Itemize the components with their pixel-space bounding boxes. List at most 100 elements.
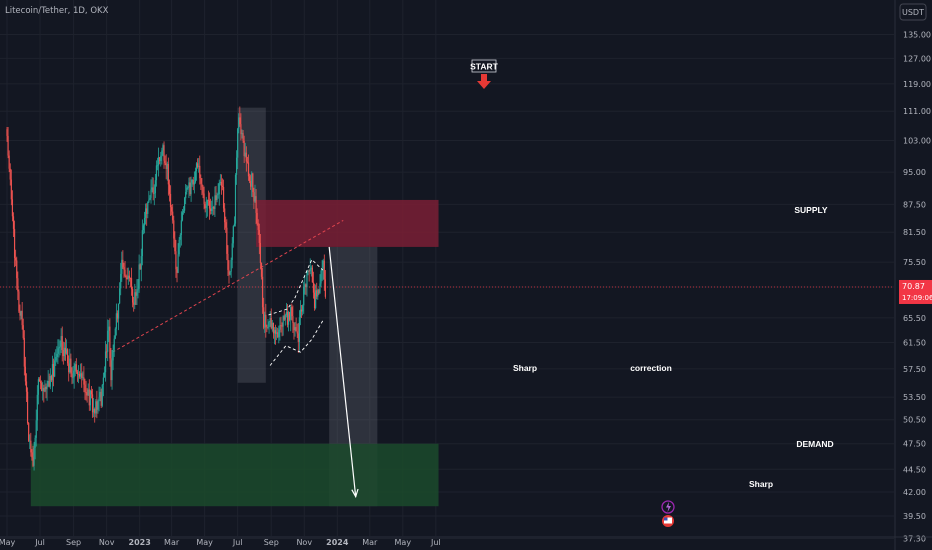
candle-body (217, 194, 219, 196)
current-price-tag: 70.87 17:09:06 (899, 279, 932, 304)
candle-body (226, 227, 228, 254)
candle (130, 267, 133, 296)
candle-body (100, 391, 102, 406)
candle-body (234, 174, 237, 224)
candle-body (78, 374, 81, 377)
candle-body (169, 193, 172, 208)
candle-body (276, 332, 278, 334)
x-tick-label: May (196, 538, 213, 547)
candle (186, 184, 188, 195)
candle-body (322, 260, 324, 269)
candle (217, 183, 219, 199)
candle-body (115, 313, 117, 329)
forecast-arrow-line (328, 246, 357, 497)
candle (164, 155, 166, 166)
time-axis[interactable]: May Jul Sep Nov 2023 Mar May Jul Sep Nov 2024 Mar Ma… (0, 536, 932, 547)
candle-body (320, 270, 322, 284)
candle-body (96, 401, 98, 410)
candle (312, 271, 315, 299)
candle (148, 190, 150, 204)
start-label: START (470, 59, 499, 89)
candle-body (67, 349, 69, 364)
candle (295, 317, 297, 332)
candle (114, 327, 116, 340)
event-marker-bottom[interactable] (662, 515, 674, 527)
candle (203, 186, 205, 210)
candle (213, 205, 215, 215)
candle (302, 304, 304, 316)
candle (19, 304, 21, 321)
currency-button[interactable]: USDT (899, 3, 927, 21)
candle-body (220, 181, 223, 186)
candle-body (49, 376, 51, 387)
candle-body (89, 390, 91, 406)
candle (294, 322, 296, 337)
start-arrow-icon (477, 74, 491, 89)
candle-body (93, 409, 95, 413)
candle-body (153, 193, 155, 194)
candle-body (292, 316, 294, 324)
candle-body (304, 284, 306, 288)
candle-body (41, 382, 43, 391)
candle-body (159, 157, 161, 161)
x-tick-label: Jul (232, 538, 243, 547)
x-tick-label: Sep (66, 538, 81, 547)
candle-body (290, 307, 292, 320)
candle (311, 265, 313, 283)
candle (241, 129, 243, 139)
candle (234, 173, 237, 227)
candle-body (232, 226, 234, 244)
bar-countdown: 17:09:06 (902, 294, 932, 302)
candle (13, 220, 16, 268)
candle-body (42, 387, 44, 391)
candle-body (34, 437, 36, 448)
candle (73, 362, 75, 389)
candle (215, 185, 217, 206)
candle-body (64, 347, 67, 354)
event-marker-top[interactable] (661, 500, 675, 514)
candle (240, 113, 242, 141)
candle (226, 219, 228, 261)
candle (298, 310, 300, 353)
y-tick-label: 127.00 (903, 54, 931, 63)
candle (303, 281, 305, 314)
candle-body (270, 318, 272, 329)
candle (219, 174, 221, 186)
y-tick-label: 65.50 (903, 314, 926, 323)
candle (117, 303, 120, 331)
candle-body (161, 150, 163, 156)
candle (235, 150, 238, 185)
y-tick-label: 111.00 (903, 107, 931, 116)
candle (156, 157, 159, 171)
candle (238, 113, 240, 134)
candle (58, 339, 60, 358)
candle (47, 370, 49, 388)
candle (61, 326, 63, 362)
candle (188, 177, 190, 199)
candle-body (284, 314, 286, 320)
candle-body (172, 211, 174, 221)
candle-body (62, 349, 64, 357)
candle (218, 179, 220, 206)
candle-body (252, 173, 254, 193)
correction-label: correction (630, 363, 672, 373)
price-axis[interactable]: 135.00 127.00 119.00 111.00 103.00 95.00 87.50… (894, 0, 931, 550)
candle (93, 398, 95, 418)
candle (232, 225, 234, 248)
candle-body (122, 259, 124, 268)
candle-body (102, 377, 104, 385)
candle (180, 211, 182, 246)
candle (86, 388, 88, 403)
candle-body (180, 220, 182, 235)
candle-body (305, 284, 307, 287)
candle (28, 422, 30, 443)
candle-body (151, 187, 153, 190)
candle-body (315, 290, 317, 309)
candle-body (61, 336, 63, 350)
candle (115, 303, 117, 336)
candle (309, 258, 311, 275)
candle (172, 204, 174, 224)
candle-body (291, 307, 293, 317)
